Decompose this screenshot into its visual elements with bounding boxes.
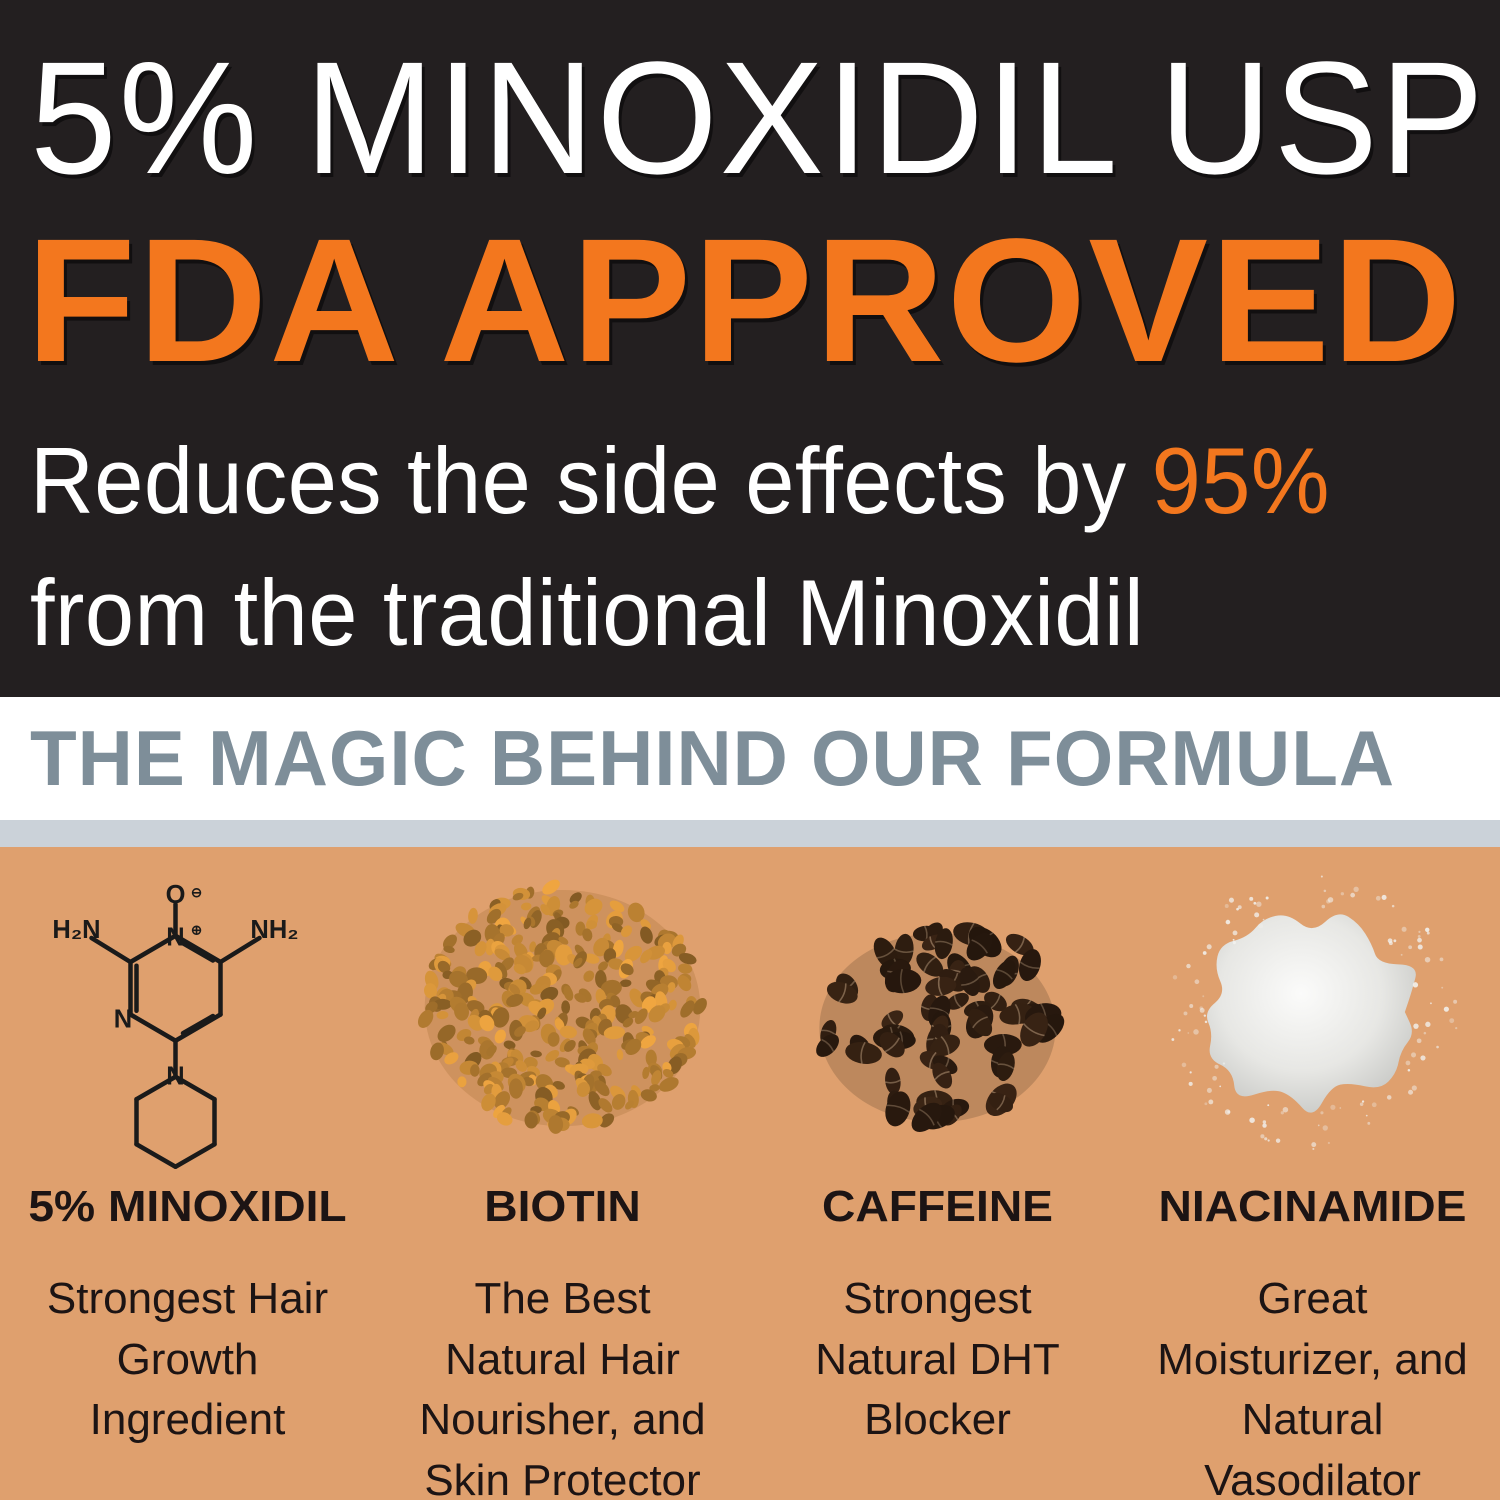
svg-text:O: O (166, 881, 186, 909)
svg-text:H₂N: H₂N (52, 916, 100, 944)
svg-text:NH₂: NH₂ (250, 916, 298, 944)
svg-text:N: N (114, 1005, 132, 1033)
svg-text:N: N (166, 1062, 184, 1090)
svg-text:N: N (166, 924, 184, 952)
svg-text:⊕: ⊕ (191, 922, 202, 937)
svg-text:⊖: ⊖ (191, 885, 202, 900)
